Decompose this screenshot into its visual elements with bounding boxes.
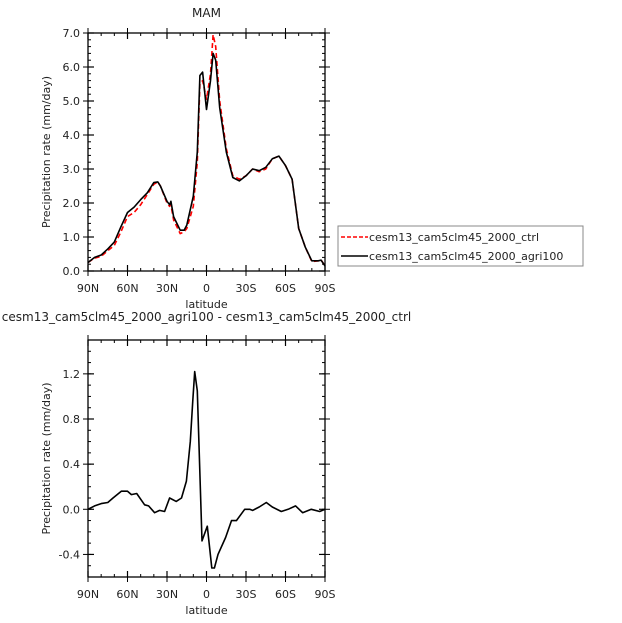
y-tick-label: 4.0 bbox=[63, 129, 81, 142]
x-tick-label: 0 bbox=[203, 282, 210, 295]
x-tick-label: 60N bbox=[116, 282, 138, 295]
x-tick-label: 60S bbox=[275, 588, 296, 601]
plot-title: MAM bbox=[192, 6, 221, 20]
y-tick-label: 0.0 bbox=[63, 503, 81, 516]
legend-label: cesm13_cam5clm45_2000_agri100 bbox=[369, 250, 563, 263]
y-tick-label: 5.0 bbox=[63, 95, 81, 108]
y-tick-label: 0.4 bbox=[63, 458, 81, 471]
y-axis-label: Precipitation rate (mm/day) bbox=[40, 76, 53, 228]
y-tick-label: 7.0 bbox=[63, 27, 81, 40]
y-tick-label: 1.0 bbox=[63, 231, 81, 244]
plot-frame bbox=[87, 32, 326, 272]
plot-panel-1: 0.0 1.0 2.0 3.0 4.0 5.0 6.0 7.0 90N 60N 30N 0 30S 60S… bbox=[40, 6, 336, 311]
y-tick-label: 0.8 bbox=[63, 413, 81, 426]
legend-label: cesm13_cam5clm45_2000_ctrl bbox=[369, 231, 539, 244]
y-tick-label: 3.0 bbox=[63, 163, 81, 176]
x-tick-label: 30N bbox=[156, 588, 178, 601]
x-axis-label: latitude bbox=[185, 298, 227, 311]
series-line-difference bbox=[88, 370, 325, 569]
x-tick-label: 90N bbox=[77, 588, 99, 601]
y-axis-label: Precipitation rate (mm/day) bbox=[40, 382, 53, 534]
series-line-cesm13_cam5clm45_2000_ctrl bbox=[88, 33, 325, 267]
x-tick-label: 60S bbox=[275, 282, 296, 295]
legend: cesm13_cam5clm45_2000_ctrl cesm13_cam5clm… bbox=[337, 225, 584, 267]
plot-frame bbox=[87, 339, 326, 578]
y-tick-label: 0.0 bbox=[63, 265, 81, 278]
y-tick-label: 6.0 bbox=[63, 61, 81, 74]
x-axis-label: latitude bbox=[185, 604, 227, 617]
x-tick-label: 90N bbox=[77, 282, 99, 295]
x-tick-label: 90S bbox=[315, 282, 336, 295]
x-tick-label: 30S bbox=[236, 588, 257, 601]
y-tick-label: -0.4 bbox=[59, 548, 80, 561]
plot-panel-2: -0.4 0.0 0.4 0.8 1.2 90N 60N 30N 0 30S 60S 90S cesm1… bbox=[2, 310, 411, 617]
x-tick-label: 30S bbox=[236, 282, 257, 295]
legend-box bbox=[337, 225, 584, 267]
x-tick-label: 60N bbox=[116, 588, 138, 601]
x-tick-label: 90S bbox=[315, 588, 336, 601]
y-tick-label: 1.2 bbox=[63, 368, 81, 381]
plot-title: cesm13_cam5clm45_2000_agri100 - cesm13_c… bbox=[2, 310, 411, 324]
x-tick-label: 30N bbox=[156, 282, 178, 295]
x-tick-label: 0 bbox=[203, 588, 210, 601]
series-line-cesm13_cam5clm45_2000_agri100 bbox=[88, 52, 325, 267]
y-tick-label: 2.0 bbox=[63, 197, 81, 210]
